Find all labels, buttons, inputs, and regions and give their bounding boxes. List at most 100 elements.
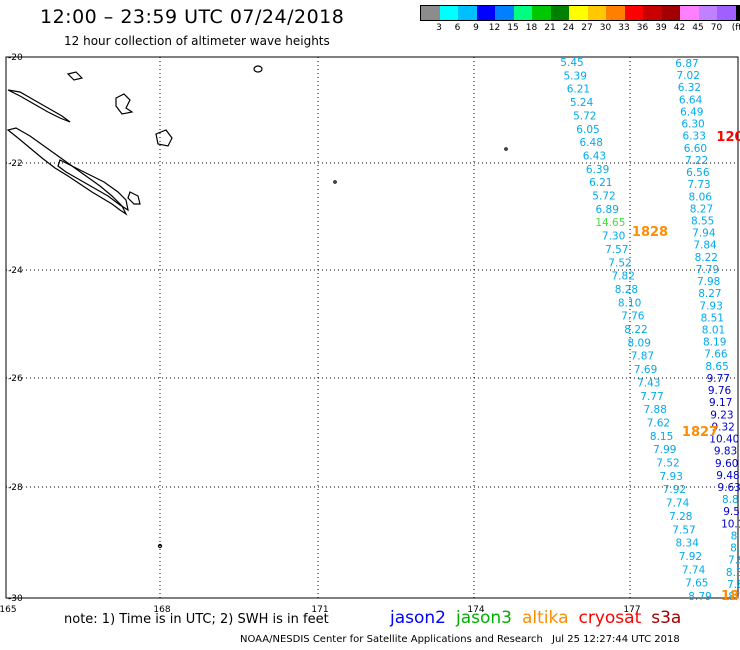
wave-height-value: 10.1 xyxy=(721,518,740,530)
wave-height-value: 9.23 xyxy=(710,409,733,421)
wave-height-value: 8.09 xyxy=(628,337,651,349)
coastline-islet-bottom xyxy=(157,543,163,549)
wave-height-value: 9.5 xyxy=(723,506,740,518)
legend-label: 3 xyxy=(436,23,442,33)
wave-height-value: 7.73 xyxy=(687,179,710,191)
satellite-jason3: jason3 xyxy=(456,608,512,628)
wave-height-value: 6.43 xyxy=(583,150,606,162)
wave-height-value: 7.92 xyxy=(679,551,702,563)
coastline-islet-top xyxy=(253,65,263,73)
wave-height-value: 9.32 xyxy=(711,421,734,433)
legend-swatch xyxy=(458,6,477,20)
credit-line: NOAA/NESDIS Center for Satellite Applica… xyxy=(240,634,543,645)
wave-height-value: 7.69 xyxy=(634,364,657,376)
satellite-altika: altika xyxy=(522,608,569,628)
satellite-legend: jason2 jason3 altika cryosat s3a xyxy=(390,608,691,628)
legend-swatches xyxy=(420,5,740,21)
altimeter-track-a: 5.455.396.215.245.726.056.486.436.396.21… xyxy=(560,57,711,603)
wave-height-value: 5.72 xyxy=(592,191,615,203)
axis-labels: 165 168 171 174 177 -20 -22 -24 -26 -28 -30 xyxy=(0,53,641,615)
wave-height-value: 6.21 xyxy=(589,177,612,189)
track-time-label: 18 xyxy=(721,589,739,604)
wave-height-value: 7.9 xyxy=(728,555,740,567)
longitude-label: 165 xyxy=(0,605,17,615)
map-frame xyxy=(5,56,739,599)
wave-height-value: 6.60 xyxy=(684,143,707,155)
wave-height-value: 8 xyxy=(731,530,738,542)
wave-height-value: 7.52 xyxy=(656,458,679,470)
wave-height-value: 6.05 xyxy=(576,124,599,136)
wave-height-value: 7.74 xyxy=(666,498,690,510)
legend-swatch xyxy=(680,6,699,20)
legend-label: 27 xyxy=(581,23,593,33)
wave-height-value: 7.57 xyxy=(605,244,628,256)
wave-height-value: 7.82 xyxy=(612,271,635,283)
legend-swatch xyxy=(495,6,514,20)
track-time-label: 1827 xyxy=(682,425,718,440)
wave-height-value: 5.45 xyxy=(560,57,583,69)
legend-label: 21 xyxy=(544,23,556,33)
legend-label: 45 xyxy=(692,23,704,33)
wave-height-value: 10.40 xyxy=(709,434,739,446)
latitude-label: -30 xyxy=(8,594,23,604)
wave-height-value: 8.65 xyxy=(705,361,728,373)
legend-swatch xyxy=(550,6,569,20)
legend-label: 33 xyxy=(618,23,630,33)
wave-height-value: 7.74 xyxy=(682,564,706,576)
longitude-label: 177 xyxy=(623,605,640,615)
legend-label: 9 xyxy=(473,23,479,33)
latitude-label: -24 xyxy=(8,266,23,276)
wave-height-value: 6.87 xyxy=(675,58,698,70)
footnote: note: 1) Time is in UTC; 2) SWH is in fe… xyxy=(64,612,329,627)
legend-label: 70 xyxy=(710,23,723,33)
legend-label: 30 xyxy=(599,23,612,33)
wave-height-value: 7.77 xyxy=(640,391,663,403)
wave-height-value: 5.39 xyxy=(564,70,587,82)
wave-height-value: 8.79 xyxy=(688,591,711,603)
wave-height-value: 7.30 xyxy=(602,231,625,243)
wave-height-value: 8.10 xyxy=(618,297,641,309)
wave-height-value: 7.87 xyxy=(631,351,654,363)
coastline-reef xyxy=(57,159,129,212)
legend-swatch xyxy=(624,6,643,20)
wave-height-value: 8.55 xyxy=(691,215,714,227)
coastline xyxy=(6,65,508,549)
legend-label: 42 xyxy=(673,23,686,33)
wave-height-value: 6.30 xyxy=(681,119,704,131)
wave-height-value: 7.57 xyxy=(672,524,695,536)
latitude-label: -26 xyxy=(8,374,23,384)
wave-height-value: 7.84 xyxy=(693,240,717,252)
coastline-islet-east xyxy=(504,147,508,151)
wave-height-value: 6.56 xyxy=(686,167,710,179)
longitude-label: 171 xyxy=(311,605,328,615)
wave-height-value: 7.65 xyxy=(685,578,708,590)
track-time-label: 1828 xyxy=(632,225,668,240)
wave-height-value: 8.28 xyxy=(615,284,638,296)
track-time-label: 120 xyxy=(716,130,740,145)
legend-label: 36 xyxy=(636,23,649,33)
wave-height-value: 7.22 xyxy=(685,155,708,167)
coastline-reef-west xyxy=(7,89,71,123)
legend-swatch xyxy=(717,6,736,20)
generation-timestamp: Jul 25 12:27:44 UTC 2018 xyxy=(552,634,680,645)
wave-height-value: 7.99 xyxy=(653,444,676,456)
wave-height-value: 7.93 xyxy=(699,300,722,312)
wave-height-value: 5.24 xyxy=(570,97,594,109)
coastline-island-east xyxy=(155,129,173,147)
legend-label: 6 xyxy=(454,23,461,33)
legend-label: 39 xyxy=(655,23,667,33)
wave-height-value: 8. xyxy=(730,543,740,555)
wave-height-value: 7.02 xyxy=(677,70,700,82)
legend-swatch xyxy=(569,6,588,20)
legend-swatch xyxy=(476,6,495,20)
legend-label: 18 xyxy=(525,23,538,33)
latitude-label: -20 xyxy=(8,53,23,63)
satellite-cryosat: cryosat xyxy=(578,608,642,628)
wave-height-value: 9.17 xyxy=(709,397,732,409)
wave-height-value: 6.39 xyxy=(586,164,609,176)
wave-height-value: 7.76 xyxy=(621,311,645,323)
legend-swatch xyxy=(421,6,440,20)
wave-height-value: 7.52 xyxy=(608,257,631,269)
